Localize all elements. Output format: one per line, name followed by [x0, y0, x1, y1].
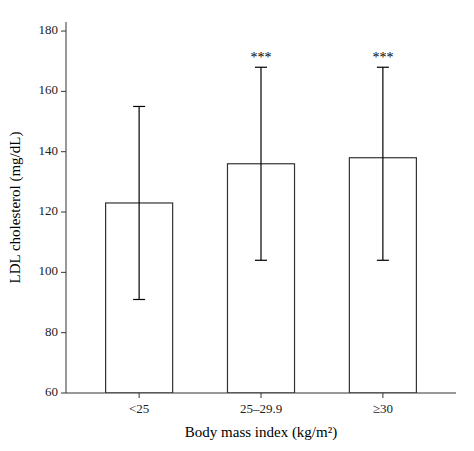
y-tick — [61, 393, 66, 394]
error-bar-cap — [255, 260, 267, 261]
significance-label: *** — [251, 50, 272, 65]
error-bar-stem — [260, 67, 261, 260]
chart-container: *** *** 60 80 100 120 140 160 180 <25 25–29.9 ≥30 Bo… — [0, 0, 474, 451]
error-bar-stem — [139, 106, 140, 299]
y-tick-label: 160 — [39, 82, 59, 97]
error-bar-stem — [382, 67, 383, 260]
x-tick — [139, 393, 140, 398]
x-tick — [382, 393, 383, 398]
y-tick — [61, 272, 66, 273]
significance-label: *** — [372, 50, 393, 65]
error-bar-cap — [377, 260, 389, 261]
error-bar-cap — [255, 67, 267, 68]
y-axis-line — [66, 22, 67, 393]
plot-area — [106, 67, 417, 393]
y-tick — [61, 31, 66, 32]
x-tick — [261, 393, 262, 398]
y-tick-label: 100 — [39, 263, 59, 278]
error-bar-cap — [133, 106, 145, 107]
x-axis-label: Body mass index (kg/m²) — [185, 424, 337, 441]
error-bar — [255, 67, 267, 260]
y-tick-label: 140 — [39, 143, 59, 158]
y-tick — [61, 212, 66, 213]
background — [0, 0, 474, 451]
y-axis-label: LDL cholesterol (mg/dL) — [7, 132, 24, 284]
y-tick-label: 80 — [45, 324, 58, 339]
chart: *** *** 60 80 100 120 140 160 180 <25 25–29.9 ≥30 Bo… — [0, 0, 474, 451]
error-bar — [133, 106, 145, 299]
x-tick-label: 25–29.9 — [240, 401, 282, 416]
y-tick-label: 60 — [45, 384, 58, 399]
axes: 60 80 100 120 140 160 180 <25 25–29.9 ≥30 — [39, 22, 457, 416]
y-tick-label: 120 — [39, 203, 59, 218]
x-tick-label: <25 — [129, 401, 149, 416]
x-tick-label: ≥30 — [373, 401, 393, 416]
error-bar-cap — [133, 299, 145, 300]
error-bar — [377, 67, 389, 260]
error-bar-cap — [377, 67, 389, 68]
y-tick — [61, 332, 66, 333]
y-tick — [61, 91, 66, 92]
y-tick-label: 180 — [39, 22, 59, 37]
y-tick — [61, 151, 66, 152]
